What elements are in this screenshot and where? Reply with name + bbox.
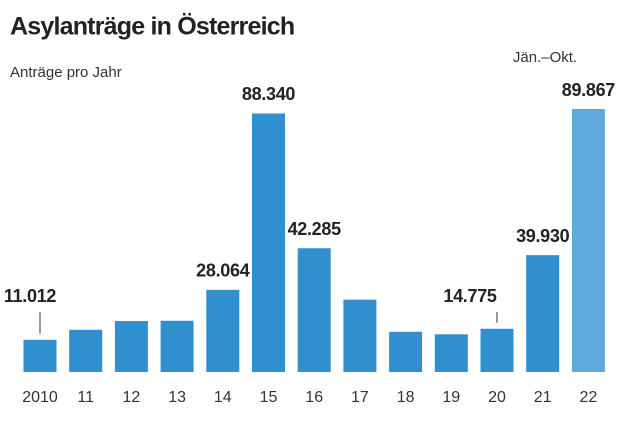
x-tick-label: 19 [442,389,460,406]
x-tick-label: 20 [488,389,506,406]
x-tick-label: 16 [305,389,323,406]
x-tick-label: 18 [397,389,415,406]
value-label: 88.340 [242,84,296,104]
bar [69,329,103,372]
annotation: Jän.–Okt. [513,49,577,66]
x-tick-label: 15 [260,389,278,406]
chart-title: Asylanträge in Österreich [10,12,294,41]
bar [114,321,148,372]
x-tick-label: 14 [214,389,232,406]
bar [571,109,605,372]
chart-subtitle: Anträge pro Jahr [10,64,122,81]
bar [389,331,423,372]
bar [526,255,560,372]
x-tick-label: 21 [534,389,552,406]
value-label: 14.775 [443,286,497,306]
x-tick-label: 12 [123,389,141,406]
bar [297,248,331,372]
bar [23,339,57,372]
value-label: 11.012 [4,286,57,306]
x-tick-label: 22 [580,389,598,406]
bar [206,289,240,372]
x-tick-label: 2010 [22,389,58,406]
bar [160,320,194,372]
x-tick-label: 11 [77,389,94,406]
bar [434,334,468,372]
value-label: 89.867 [562,80,616,100]
bar [480,328,514,372]
value-label: 39.930 [516,226,570,246]
value-label: 28.064 [196,261,250,281]
bar [343,299,377,372]
value-label: 42.285 [288,219,342,239]
x-tick-label: 13 [168,389,186,406]
bar [252,113,285,372]
x-tick-label: 17 [351,389,369,406]
